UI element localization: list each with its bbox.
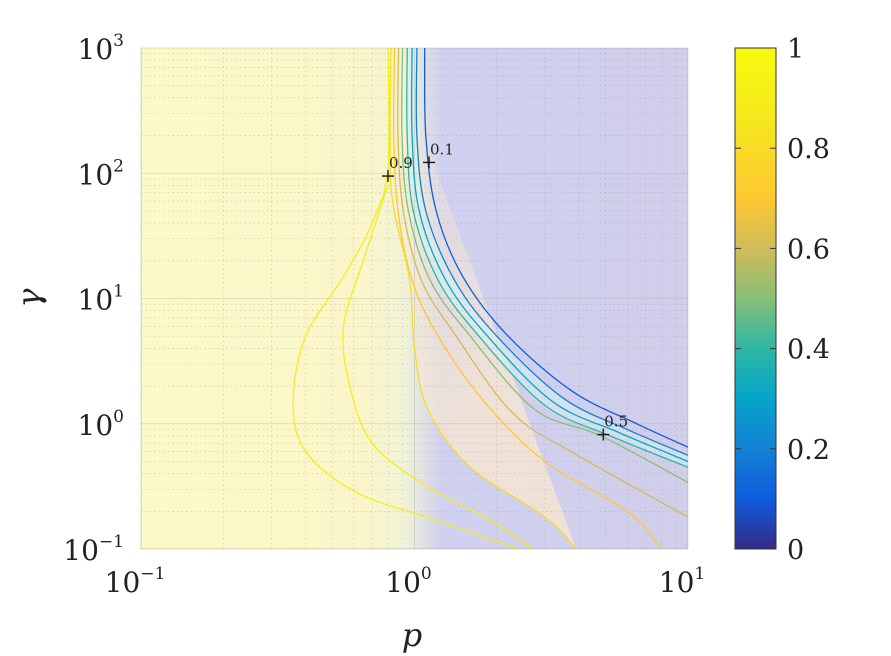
- colorbar-tick-label: 0.4: [787, 335, 830, 366]
- contour-line: [397, 48, 688, 518]
- colorbar-tick-label: 0: [787, 535, 804, 566]
- colorbar-frame: [734, 47, 777, 550]
- contour-label-marker: [423, 156, 436, 169]
- colorbar-tick-label: 0.6: [787, 234, 830, 265]
- y-tick-label: 102: [78, 156, 124, 191]
- contour-line: [423, 48, 688, 448]
- colorbar-tick-label: 0.2: [787, 435, 830, 466]
- contour-label-marker: [381, 170, 394, 183]
- colorbar-tick-label: 1: [787, 34, 804, 65]
- contour-line: [415, 48, 688, 456]
- x-tick-label: 100: [385, 564, 431, 599]
- contour-line: [392, 48, 662, 549]
- plot-frame: [140, 47, 689, 550]
- x-tick-label: 10−1: [105, 564, 166, 599]
- contour-label-markers: 0.9 0.1 0.5: [381, 140, 628, 441]
- plot-area: [141, 48, 688, 549]
- x-axis-label: p: [402, 616, 422, 654]
- colorbar-tick-label: 0.8: [787, 134, 830, 165]
- warm-region: [390, 48, 688, 549]
- y-tick-label: 100: [78, 407, 124, 442]
- y-axis-label: γ: [10, 288, 48, 308]
- contour-label: 0.1: [430, 140, 454, 158]
- x-tick-labels: 10−1 100 101: [105, 564, 706, 599]
- x-tick-label: 101: [659, 564, 705, 599]
- colorbar-gradient: [735, 48, 776, 549]
- contour-label: 0.5: [604, 413, 628, 431]
- contour-label: 0.9: [389, 154, 413, 172]
- colorbar-ticks: 0 0.2 0.4 0.6 0.8 1: [735, 34, 830, 566]
- y-tick-label: 103: [78, 31, 124, 66]
- contour-line: [389, 48, 577, 549]
- colorbar: 0 0.2 0.4 0.6 0.8 1: [734, 34, 830, 566]
- contour-label-marker: [597, 428, 610, 441]
- contour-line: [410, 48, 688, 463]
- contour-line: [342, 185, 533, 549]
- y-tick-labels: 10−1 100 101 102 103: [63, 31, 124, 567]
- y-tick-label: 101: [78, 282, 124, 317]
- contour-line: [292, 48, 519, 549]
- y-tick-label: 10−1: [63, 532, 124, 567]
